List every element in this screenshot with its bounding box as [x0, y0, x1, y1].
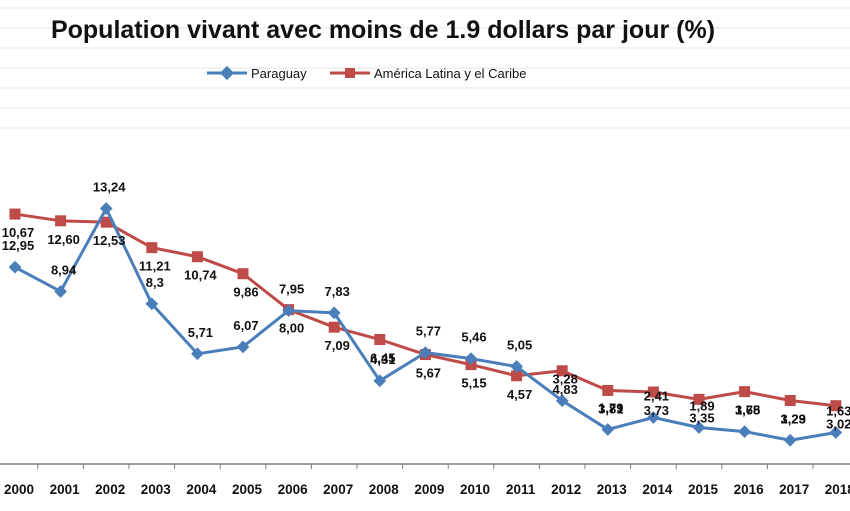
x-tick-label-2007: 2007: [323, 482, 353, 497]
data-label-paraguay-2003: 8,3: [146, 275, 164, 290]
data-label-america-latina-y-el-caribe-2008: 6,45: [370, 351, 395, 366]
x-tick-label-2018: 2018: [825, 482, 850, 497]
point-america-latina-y-el-caribe-2001: [55, 215, 67, 227]
data-label-america-latina-y-el-caribe-2006: 8,00: [279, 321, 304, 336]
chart-title: Population vivant avec moins de 1.9 doll…: [51, 16, 715, 44]
x-tick-label-2015: 2015: [688, 482, 719, 497]
data-label-america-latina-y-el-caribe-2001: 12,60: [47, 232, 80, 247]
point-america-latina-y-el-caribe-2011: [511, 370, 523, 382]
data-label-paraguay-2016: 1,68: [735, 403, 760, 418]
data-label-paraguay-2000: 12,95: [2, 238, 35, 253]
data-label-paraguay-2002: 13,24: [93, 179, 126, 194]
data-labels: 12,95 8,94 13,24 8,3 5,71 6,07 7,95 7,83 4,31 5,7…: [2, 179, 850, 431]
data-label-paraguay-2001: 8,94: [51, 262, 77, 277]
data-label-paraguay-2009: 5,77: [416, 324, 441, 339]
x-tick-label-2016: 2016: [734, 482, 765, 497]
x-tick-label-2012: 2012: [551, 482, 581, 497]
data-label-america-latina-y-el-caribe-2007: 7,09: [325, 338, 350, 353]
point-paraguay-2007: [327, 306, 341, 320]
data-label-america-latina-y-el-caribe-2015: 3,35: [689, 410, 714, 425]
data-label-paraguay-2006: 7,95: [279, 282, 304, 297]
data-label-paraguay-2018: 1,63: [826, 404, 850, 419]
point-america-latina-y-el-caribe-2015: [693, 393, 705, 405]
x-tick-label-2006: 2006: [278, 482, 309, 497]
x-tick-label-2004: 2004: [186, 482, 217, 497]
x-tick-label-2011: 2011: [506, 482, 536, 497]
point-america-latina-y-el-caribe-2018: [830, 400, 842, 412]
data-label-paraguay-2011: 5,05: [507, 338, 532, 353]
point-america-latina-y-el-caribe-2007: [328, 321, 340, 333]
data-label-paraguay-2008: 4,31: [370, 352, 395, 367]
data-label-america-latina-y-el-caribe-2003: 11,21: [139, 259, 171, 274]
x-tick-label-2009: 2009: [414, 482, 444, 497]
data-label-america-latina-y-el-caribe-2009: 5,67: [416, 366, 441, 381]
point-america-latina-y-el-caribe-2008: [374, 334, 386, 346]
point-paraguay-2002: [99, 202, 113, 215]
point-america-latina-y-el-caribe-2016: [739, 386, 751, 398]
data-label-america-latina-y-el-caribe-2012: 4,83: [553, 382, 578, 397]
data-label-paraguay-2007: 7,83: [325, 284, 350, 299]
data-label-america-latina-y-el-caribe-2002: 12,53: [93, 233, 126, 248]
data-label-paraguay-2004: 5,71: [188, 325, 213, 340]
data-label-paraguay-2015: 1,89: [689, 399, 714, 414]
x-tick-label-2014: 2014: [642, 482, 673, 497]
x-tick-label-2003: 2003: [141, 482, 172, 497]
data-label-america-latina-y-el-caribe-2014: 3,73: [644, 403, 669, 418]
legend-label-latam: América Latina y el Caribe: [374, 66, 526, 81]
x-tick-label-2002: 2002: [95, 482, 125, 497]
legend-label-paraguay: Paraguay: [251, 66, 307, 81]
data-label-america-latina-y-el-caribe-2011: 4,57: [507, 387, 532, 402]
point-paraguay-2003: [145, 297, 159, 311]
point-paraguay-2016: [738, 425, 751, 438]
x-tick-label-2005: 2005: [232, 482, 263, 497]
point-america-latina-y-el-caribe-2013: [602, 384, 614, 396]
data-label-paraguay-2005: 6,07: [233, 318, 258, 333]
point-paraguay-2005: [236, 340, 250, 354]
data-label-paraguay-2010: 5,46: [461, 330, 486, 345]
point-america-latina-y-el-caribe-2004: [191, 251, 203, 263]
point-america-latina-y-el-caribe-2017: [784, 395, 796, 407]
x-tick-label-2008: 2008: [369, 482, 400, 497]
legend: Paraguay América Latina y el Caribe: [207, 65, 526, 81]
data-label-paraguay-2017: 1,23: [781, 411, 806, 426]
point-america-latina-y-el-caribe-2000: [9, 208, 21, 220]
point-paraguay-2008: [373, 374, 387, 388]
gridlines: [0, 7, 850, 129]
point-paraguay-2010: [464, 352, 478, 365]
x-tick-label-2001: 2001: [50, 482, 81, 497]
data-label-paraguay-2014: 2,41: [644, 388, 669, 403]
point-america-latina-y-el-caribe-2003: [146, 242, 158, 254]
data-label-america-latina-y-el-caribe-2000: 10,67: [2, 225, 35, 240]
data-label-america-latina-y-el-caribe-2016: 3,75: [735, 403, 760, 418]
x-tick-label-2017: 2017: [779, 482, 809, 497]
point-paraguay-2000: [8, 260, 22, 274]
point-paraguay-2001: [54, 285, 67, 298]
point-america-latina-y-el-caribe-2005: [237, 268, 249, 280]
point-america-latina-y-el-caribe-2014: [647, 386, 659, 398]
point-america-latina-y-el-caribe-2002: [100, 216, 112, 228]
data-label-america-latina-y-el-caribe-2018: 3,02: [826, 417, 850, 432]
series: [8, 202, 843, 447]
point-america-latina-y-el-caribe-2012: [556, 365, 568, 377]
point-paraguay-2009: [419, 346, 432, 360]
data-label-america-latina-y-el-caribe-2017: 3,29: [781, 412, 806, 427]
point-paraguay-2006: [282, 304, 295, 317]
point-paraguay-2017: [783, 433, 797, 447]
data-label-america-latina-y-el-caribe-2004: 10,74: [184, 268, 217, 283]
x-axis: 2000 2001 2002 2003 2004 2005 2006 2007 2008 2009…: [0, 463, 850, 497]
data-label-america-latina-y-el-caribe-2013: 3,81: [598, 401, 623, 416]
legend-marker-latam-square: [345, 68, 355, 78]
x-tick-label-2010: 2010: [460, 482, 490, 497]
data-label-paraguay-2013: 1,79: [598, 400, 623, 415]
point-paraguay-2004: [191, 347, 204, 361]
data-label-america-latina-y-el-caribe-2010: 5,15: [461, 376, 486, 391]
x-tick-label-2013: 2013: [597, 482, 628, 497]
data-label-america-latina-y-el-caribe-2005: 9,86: [233, 285, 258, 300]
data-label-paraguay-2012: 3,28: [553, 372, 578, 387]
x-tick-label-2000: 2000: [4, 482, 34, 497]
